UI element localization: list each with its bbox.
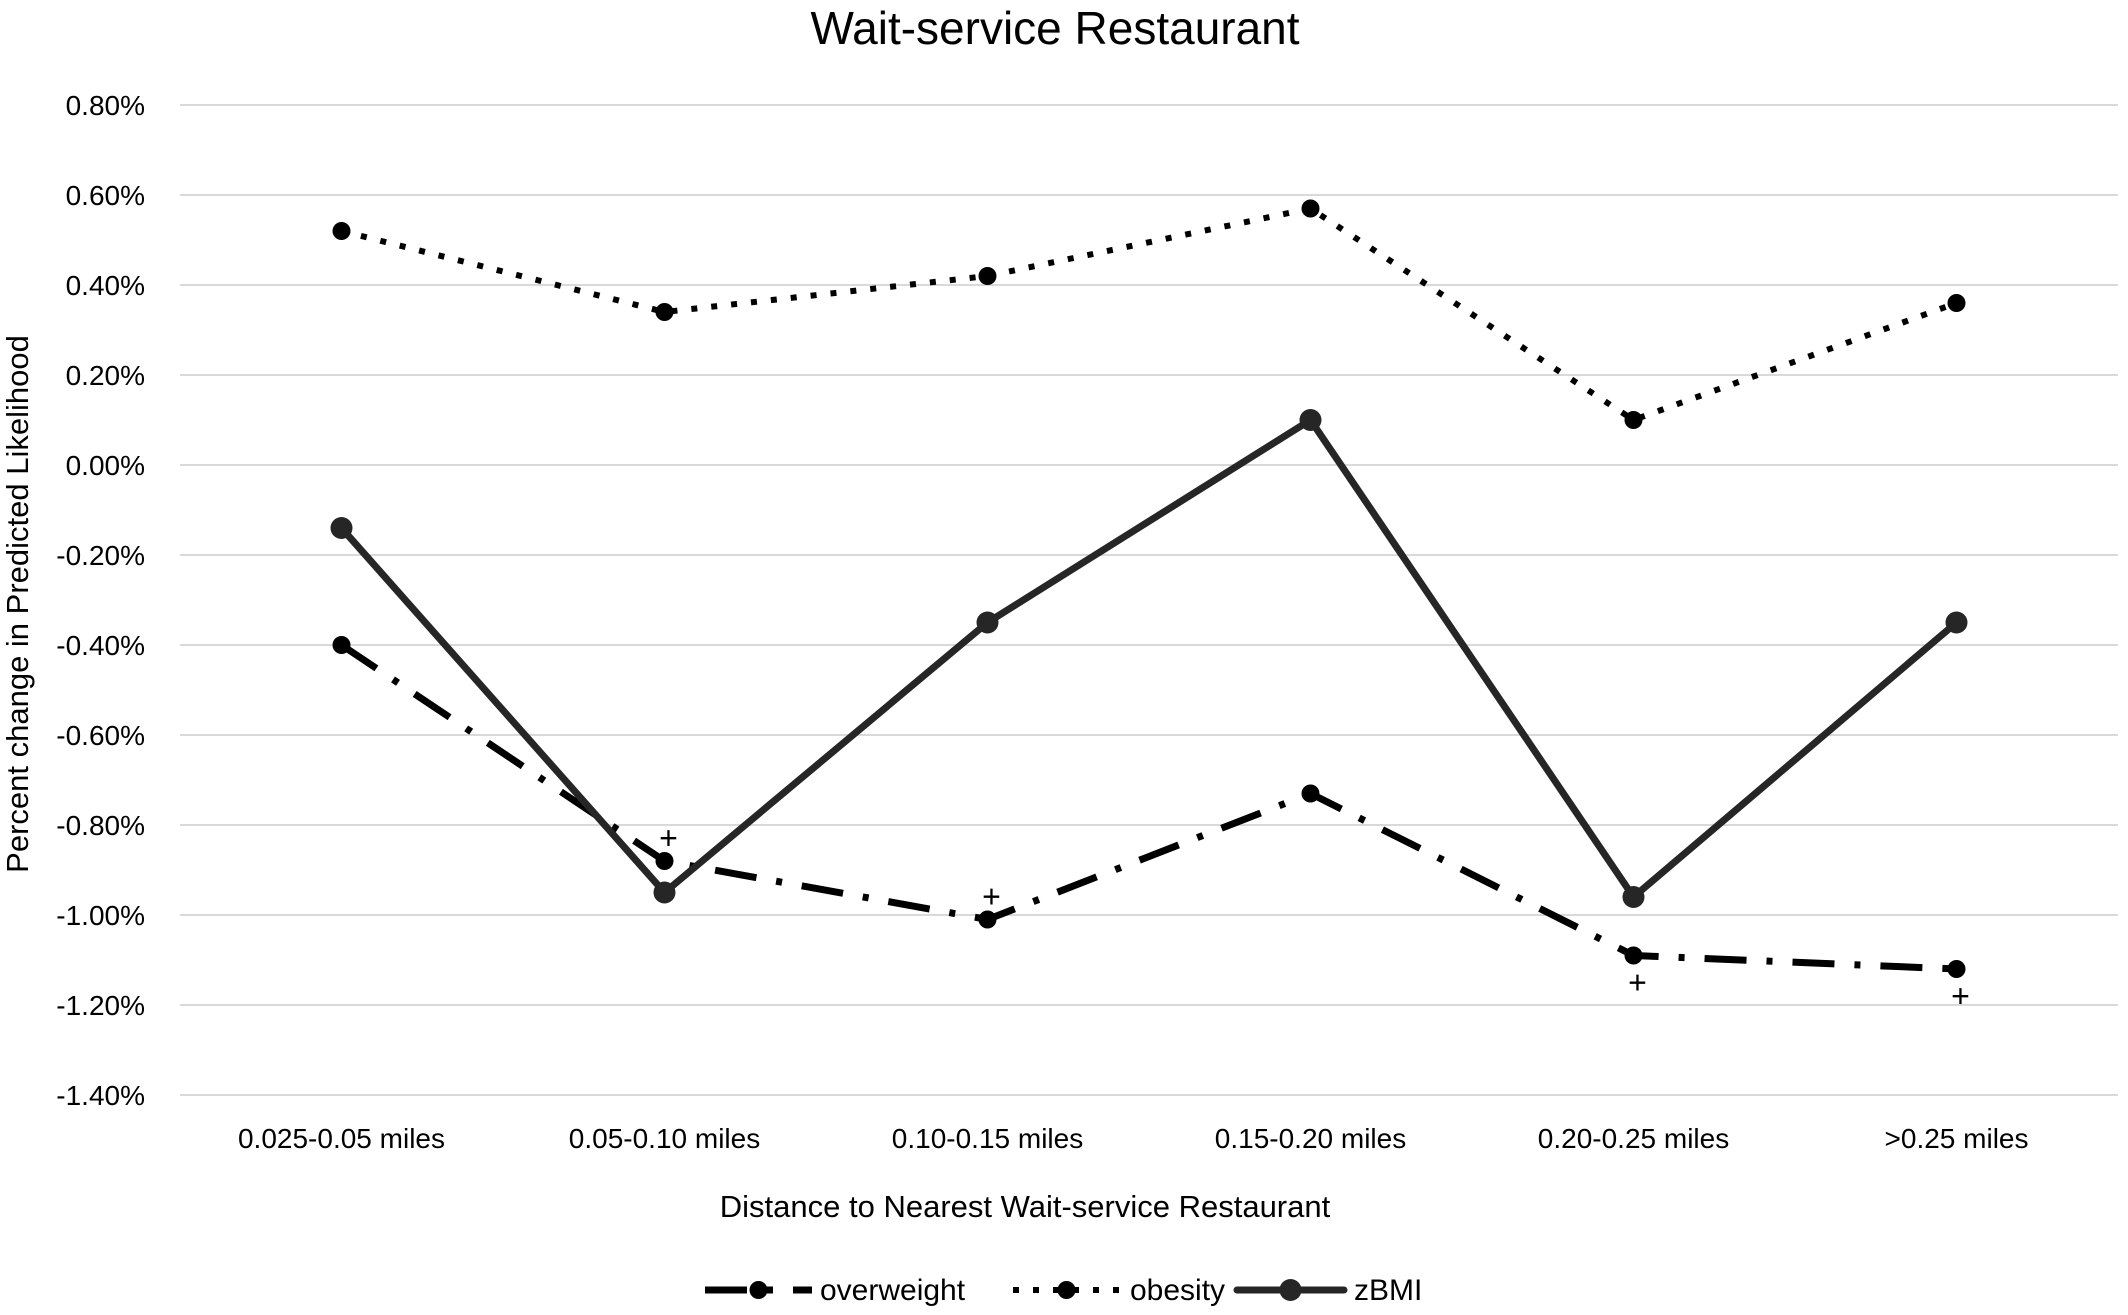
data-point-zBMI (976, 611, 999, 634)
data-point-obesity (978, 267, 997, 285)
data-point-zBMI (653, 881, 676, 904)
y-tick-label: 0.20% (66, 360, 145, 391)
x-axis-label: Distance to Nearest Wait-service Restaur… (720, 1189, 1331, 1224)
x-tick-label: 0.10-0.15 miles (892, 1123, 1083, 1154)
y-tick-label: -1.20% (56, 990, 145, 1021)
x-tick-label: 0.15-0.20 miles (1215, 1123, 1406, 1154)
data-point-zBMI (1622, 886, 1645, 908)
y-tick-label: 0.00% (66, 450, 145, 481)
data-point-overweight (978, 910, 997, 929)
data-point-obesity (332, 222, 351, 240)
legend-item-obesity: obesity (1013, 1274, 1225, 1307)
series-obesity (332, 199, 1966, 429)
significance-mark: + (982, 879, 1001, 915)
data-point-zBMI (1299, 409, 1322, 431)
series-line-zBMI (338, 416, 1960, 901)
data-point-obesity (655, 303, 674, 321)
x-axis-ticks: 0.025-0.05 miles 0.05-0.10 miles 0.10-0.15… (238, 1123, 2028, 1154)
data-point-overweight (1301, 784, 1320, 803)
data-point-zBMI (330, 517, 353, 539)
series-zBMI (330, 409, 1968, 908)
legend-marker (1057, 1281, 1076, 1299)
significance-mark: + (1628, 965, 1647, 1001)
legend-marker (1279, 1279, 1302, 1301)
series-line-obesity (340, 205, 1958, 423)
y-tick-label: -0.40% (56, 630, 145, 661)
gridlines (180, 104, 2118, 1096)
legend-item-zBMI: zBMI (1233, 1274, 1422, 1307)
data-point-obesity (1947, 294, 1966, 312)
series-line-overweight (339, 642, 1957, 973)
y-tick-label: 0.60% (66, 180, 145, 211)
data-point-overweight (1624, 946, 1643, 965)
data-point-overweight (332, 636, 351, 654)
legend-label: zBMI (1354, 1274, 1422, 1307)
y-axis-ticks: 0.80% 0.60% 0.40% 0.20% 0.00% -0.20% -0.40% -0.… (56, 90, 145, 1111)
series-group: + + + + (330, 199, 1970, 1014)
y-tick-label: 0.40% (66, 270, 145, 301)
significance-mark: + (659, 820, 678, 856)
legend-item-overweight: overweight (705, 1274, 966, 1307)
y-tick-label: -0.80% (56, 810, 145, 841)
significance-mark: + (1951, 978, 1970, 1014)
y-tick-label: -0.60% (56, 720, 145, 751)
data-point-obesity (1624, 411, 1643, 429)
legend: overweight obesity zBMI (705, 1274, 1422, 1307)
x-tick-label: 0.20-0.25 miles (1538, 1123, 1729, 1154)
y-tick-label: -1.00% (56, 900, 145, 931)
data-point-overweight (1947, 960, 1966, 978)
y-tick-label: -1.40% (56, 1080, 145, 1111)
data-point-overweight (655, 852, 674, 870)
data-point-zBMI (1945, 611, 1968, 634)
x-tick-label: 0.025-0.05 miles (238, 1123, 445, 1154)
y-tick-label: 0.80% (66, 90, 145, 121)
y-axis-label: Percent change in Predicted Likelihood (0, 335, 35, 873)
legend-label: obesity (1130, 1274, 1225, 1307)
x-tick-label: 0.05-0.10 miles (569, 1123, 760, 1154)
x-tick-label: >0.25 miles (1885, 1123, 2029, 1154)
legend-label: overweight (820, 1274, 966, 1307)
data-point-obesity (1301, 199, 1320, 218)
series-overweight: + + + + (332, 636, 1970, 1014)
chart-title: Wait-service Restaurant (810, 2, 1299, 54)
y-tick-label: -0.20% (56, 540, 145, 571)
legend-marker (749, 1281, 768, 1299)
